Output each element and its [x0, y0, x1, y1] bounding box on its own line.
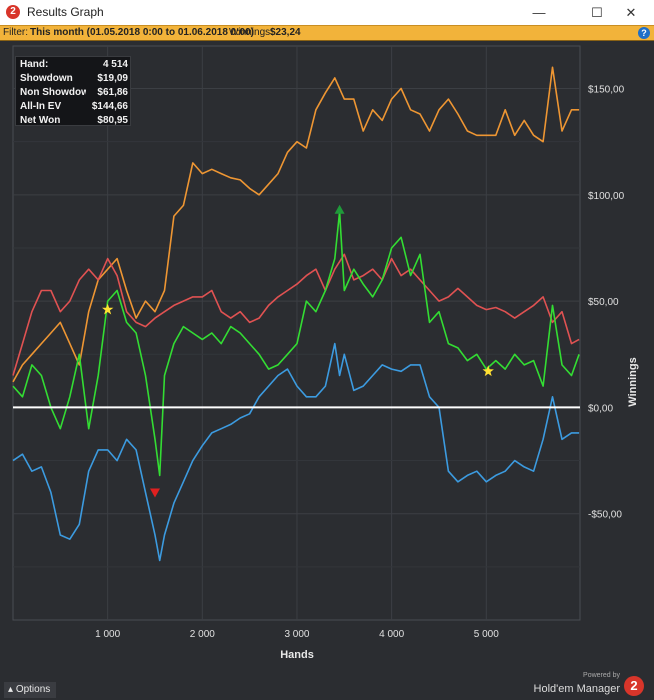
y-tick-label: $50,00 [588, 297, 619, 308]
chart-grid [12, 45, 581, 621]
stat-value: $144,66 [91, 101, 128, 112]
x-tick-label: 1 000 [95, 629, 120, 640]
help-icon[interactable]: ? [638, 27, 650, 39]
maximize-icon[interactable]: ☐ [591, 5, 603, 20]
y-tick-label: $150,00 [588, 85, 625, 96]
stats-box: Hand: 4 514 Showdown $19,09 Non Showdown… [15, 56, 131, 126]
series-line-showdown [12, 342, 580, 562]
x-tick-label: 2 000 [190, 629, 215, 640]
y-tick-label: $0,00 [588, 403, 613, 414]
filter-prefix: Filter: [3, 27, 28, 38]
options-button[interactable]: ▴ Options [4, 682, 56, 698]
x-tick-label: 4 000 [379, 629, 404, 640]
y-tick-label: $100,00 [588, 191, 625, 202]
stat-label: Non Showdown [20, 87, 86, 98]
winnings-label: Winnings: [229, 27, 273, 38]
stat-value: 4 514 [102, 59, 128, 70]
title-bar: 2 Results Graph — ☐ ✕ [0, 0, 654, 25]
holdem-manager-logo-icon: 2 [6, 5, 20, 19]
window-title: Results Graph [27, 5, 104, 19]
stat-row-all-in-ev: All-In EV $144,66 [20, 101, 128, 115]
filter-period: This month (01.05.2018 0:00 to 01.06.201… [30, 27, 254, 38]
options-label: Options [15, 684, 51, 695]
series-line-all-in-ev [12, 66, 580, 383]
winnings-value: $23,24 [270, 27, 301, 38]
stat-row-showdown: Showdown $19,09 [20, 73, 128, 87]
chart-markers [102, 204, 494, 498]
stat-value: $80,95 [97, 115, 128, 126]
x-tick-label: 5 000 [474, 629, 499, 640]
brand-name: Hold'em Manager [533, 683, 620, 695]
chart-series [12, 66, 580, 562]
stat-row-hands: Hand: 4 514 [20, 59, 128, 73]
holdem-manager-brand-logo-icon: 2 [624, 676, 644, 696]
series-line-net-won [12, 211, 580, 477]
filter-bar[interactable]: Filter: This month (01.05.2018 0:00 to 0… [0, 25, 654, 41]
stat-value: $19,09 [97, 73, 128, 84]
close-icon[interactable]: ✕ [625, 5, 637, 20]
results-chart: 1 000 2 000 3 000 4 000 5 000 $150,00 $100,00 $… [12, 45, 639, 661]
marker-best-hand [334, 204, 345, 214]
stat-value: $61,86 [97, 87, 128, 98]
marker-worst-hand [149, 488, 160, 498]
marker-star-2 [482, 365, 494, 377]
stat-label: Net Won [20, 115, 61, 126]
stat-label: All-In EV [20, 101, 62, 112]
powered-by-text: Powered by [583, 672, 620, 679]
x-axis-label: Hands [280, 649, 314, 661]
chart-axes: 1 000 2 000 3 000 4 000 5 000 $150,00 $100,00 $… [95, 85, 624, 640]
marker-star-1 [102, 303, 114, 315]
y-tick-label: -$50,00 [588, 510, 622, 521]
stat-label: Hand: [20, 59, 49, 70]
stat-label: Showdown [20, 73, 73, 84]
x-tick-label: 3 000 [284, 629, 309, 640]
series-line-non-showdown [12, 253, 580, 376]
stat-row-net-won: Net Won $80,95 [20, 115, 128, 129]
y-axis-label: Winnings [627, 357, 639, 406]
minimize-icon[interactable]: — [532, 5, 546, 20]
stat-row-non-showdown: Non Showdown $61,86 [20, 87, 128, 101]
